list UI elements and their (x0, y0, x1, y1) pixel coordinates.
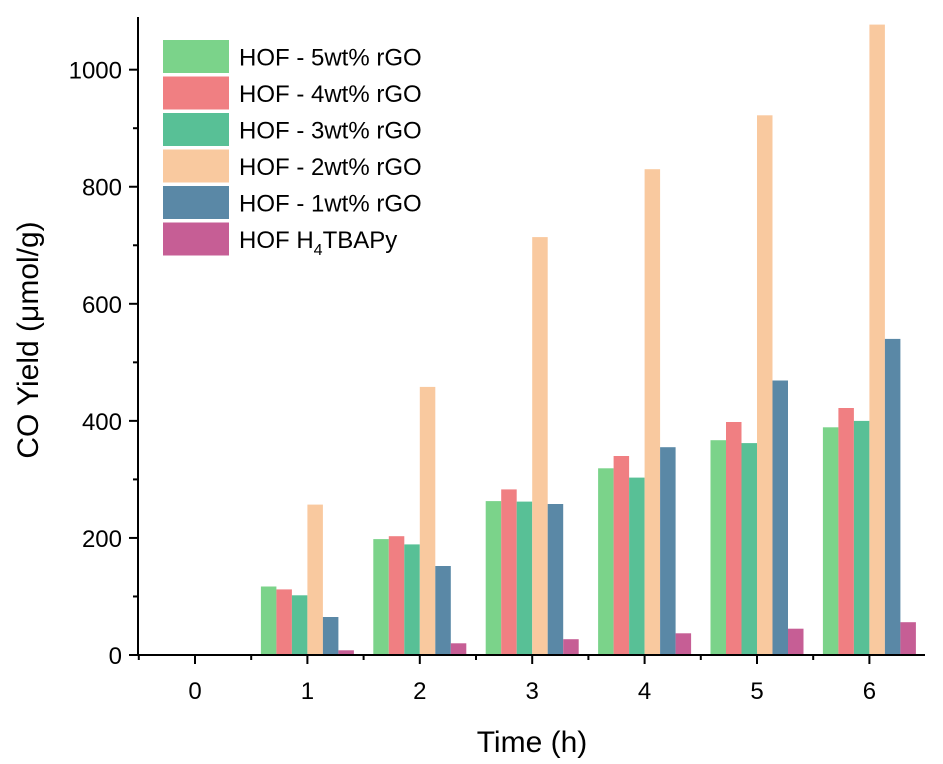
bar-series-1-t3 (485, 501, 502, 655)
x-tick-label: 4 (638, 678, 651, 705)
legend-swatch-4 (163, 149, 229, 183)
x-axis-title: Time (h) (477, 726, 588, 759)
y-tick-label: 600 (82, 292, 122, 319)
x-tick-label: 1 (301, 678, 314, 705)
legend-swatch-3 (163, 113, 229, 146)
x-tick-label: 2 (413, 678, 426, 705)
legend-label-5: HOF - 1wt% rGO (239, 191, 422, 218)
bar-series-1-t6 (822, 427, 839, 655)
bar-series-3-t4 (629, 477, 645, 655)
x-tick-label: 6 (863, 678, 876, 705)
bar-series-2-t5 (726, 422, 742, 655)
legend-label-2: HOF - 4wt% rGO (239, 81, 422, 108)
legend: HOF - 5wt% rGO HOF - 4wt% rGO HOF - 3wt% r… (163, 40, 422, 259)
bar-series-6-t3 (563, 639, 579, 655)
bar-series-4-t5 (757, 115, 773, 656)
legend-swatch-1 (163, 40, 229, 73)
bar-series-1-t5 (710, 440, 726, 655)
y-tick-label: 200 (82, 526, 122, 553)
y-tick-label: 1000 (69, 58, 122, 85)
bar-series-6-t6 (900, 622, 916, 655)
legend-swatch-6 (163, 222, 229, 256)
bar-series-1-t2 (373, 539, 389, 655)
bar-series-1-t4 (598, 468, 614, 655)
bar-series-2-t2 (388, 536, 405, 655)
y-tick-label: 0 (109, 643, 122, 670)
bar-series-2-t6 (838, 408, 854, 655)
y-tick-label: 800 (82, 175, 122, 202)
bar-series-4-t3 (532, 237, 548, 655)
bar-series-6-t4 (675, 633, 692, 655)
legend-swatch-2 (163, 76, 229, 110)
bars-layer (260, 24, 916, 656)
bar-series-3-t3 (516, 501, 533, 655)
bar-series-4-t4 (644, 169, 661, 655)
axes-layer: 0 200 400 600 800 1000 0 1 2 3 4 5 6 (69, 17, 925, 705)
bar-series-2-t4 (613, 456, 630, 655)
bar-series-4-t1 (307, 504, 323, 655)
bar-series-6-t2 (450, 643, 467, 655)
x-tick-label: 0 (188, 678, 201, 705)
legend-label-3: HOF - 3wt% rGO (239, 118, 422, 145)
legend-label-1: HOF - 5wt% rGO (239, 45, 422, 72)
bar-series-5-t5 (772, 380, 788, 655)
bar-series-6-t5 (788, 628, 804, 655)
bar-series-5-t1 (322, 617, 339, 655)
bar-series-1-t1 (260, 586, 277, 655)
bar-series-4-t2 (419, 386, 436, 655)
bar-series-6-t1 (338, 650, 354, 655)
y-tick-label: 400 (82, 409, 122, 436)
bar-series-5-t2 (435, 566, 451, 655)
bar-series-2-t3 (501, 489, 517, 655)
bar-series-4-t6 (869, 24, 885, 656)
bar-series-3-t6 (853, 420, 870, 655)
bar-series-5-t4 (660, 447, 676, 655)
x-tick-label: 3 (526, 678, 539, 705)
bar-series-5-t6 (884, 338, 901, 655)
bar-series-3-t5 (741, 443, 757, 655)
y-axis-title: CO Yield (μmol/g) (12, 221, 45, 458)
bar-series-3-t1 (291, 595, 308, 655)
legend-swatch-5 (163, 186, 229, 219)
bar-series-3-t2 (404, 544, 420, 655)
bar-series-2-t1 (276, 589, 292, 655)
x-tick-label: 5 (750, 678, 763, 705)
legend-label-4: HOF - 2wt% rGO (239, 154, 422, 181)
bar-series-5-t3 (547, 504, 564, 655)
legend-label-6: HOF H4TBAPy (239, 227, 397, 259)
